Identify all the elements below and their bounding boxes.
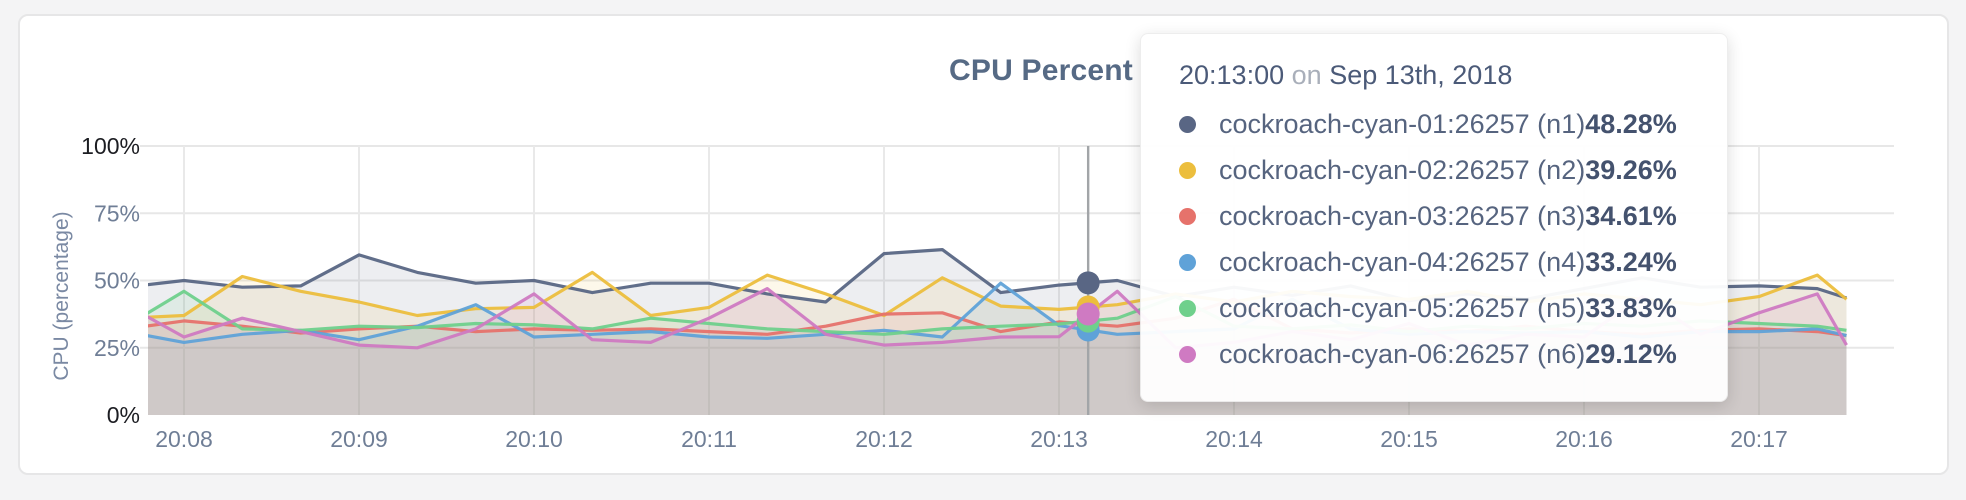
y-tick-label: 75%	[94, 200, 140, 226]
tooltip-series-value: 29.12%	[1585, 338, 1677, 369]
x-tick-label: 20:14	[1205, 426, 1263, 452]
hover-dot-n6	[1076, 302, 1100, 326]
series-dot-icon	[1179, 299, 1196, 317]
series-dot-icon	[1179, 161, 1196, 179]
tooltip-series-name: cockroach-cyan-05:26257 (n5)	[1219, 292, 1586, 323]
series-dot-icon	[1179, 207, 1196, 225]
tooltip-series-name: cockroach-cyan-04:26257 (n4)	[1219, 246, 1586, 277]
series-dot-icon	[1179, 345, 1196, 363]
tooltip-series-value: 33.83%	[1585, 292, 1677, 323]
tooltip-series-name: cockroach-cyan-01:26257 (n1)	[1219, 108, 1586, 139]
series-dot-icon	[1179, 115, 1196, 133]
x-tick-label: 20:16	[1555, 426, 1613, 452]
tooltip-series-value: 48.28%	[1585, 108, 1677, 139]
tooltip-row-n1: cockroach-cyan-01:26257 (n1) 48.28%	[1179, 101, 1677, 147]
y-tick-label: 50%	[94, 268, 140, 294]
y-tick-label: 25%	[94, 335, 140, 361]
tooltip-row-n3: cockroach-cyan-03:26257 (n3) 34.61%	[1179, 193, 1677, 239]
x-tick-label: 20:17	[1730, 426, 1788, 452]
tooltip-row-n5: cockroach-cyan-05:26257 (n5) 33.83%	[1179, 285, 1677, 331]
x-tick-label: 20:11	[681, 426, 737, 452]
x-tick-label: 20:08	[155, 426, 213, 452]
hover-dot-n1	[1076, 271, 1100, 295]
tooltip-row-n6: cockroach-cyan-06:26257 (n6) 29.12%	[1179, 331, 1677, 377]
x-tick-label: 20:09	[330, 426, 388, 452]
y-tick-label: 0%	[107, 402, 140, 428]
tooltip-series-value: 34.61%	[1585, 200, 1677, 231]
x-tick-label: 20:15	[1380, 426, 1438, 452]
chart-title: CPU Percent	[949, 54, 1133, 87]
tooltip-series-name: cockroach-cyan-06:26257 (n6)	[1219, 338, 1586, 369]
tooltip-row-n2: cockroach-cyan-02:26257 (n2) 39.26%	[1179, 147, 1677, 193]
tooltip-title: 20:13:00 on Sep 13th, 2018	[1179, 60, 1671, 91]
tooltip-rows: cockroach-cyan-01:26257 (n1) 48.28% cockro…	[1179, 101, 1677, 377]
tooltip-row-n4: cockroach-cyan-04:26257 (n4) 33.24%	[1179, 239, 1677, 285]
tooltip-series-value: 33.24%	[1585, 246, 1677, 277]
y-tick-label: 100%	[81, 133, 140, 159]
tooltip-time: 20:13:00	[1179, 60, 1285, 90]
tooltip-series-name: cockroach-cyan-02:26257 (n2)	[1219, 154, 1586, 185]
tooltip-series-value: 39.26%	[1585, 154, 1677, 185]
tooltip-series-name: cockroach-cyan-03:26257 (n3)	[1219, 200, 1586, 231]
x-tick-label: 20:10	[505, 426, 563, 452]
x-tick-label: 20:13	[1030, 426, 1088, 452]
hover-tooltip: 20:13:00 on Sep 13th, 2018 cockroach-cya…	[1140, 33, 1728, 402]
tooltip-connector: on	[1291, 60, 1322, 90]
tooltip-date: Sep 13th, 2018	[1329, 60, 1513, 90]
series-dot-icon	[1179, 253, 1196, 271]
x-tick-label: 20:12	[855, 426, 913, 452]
